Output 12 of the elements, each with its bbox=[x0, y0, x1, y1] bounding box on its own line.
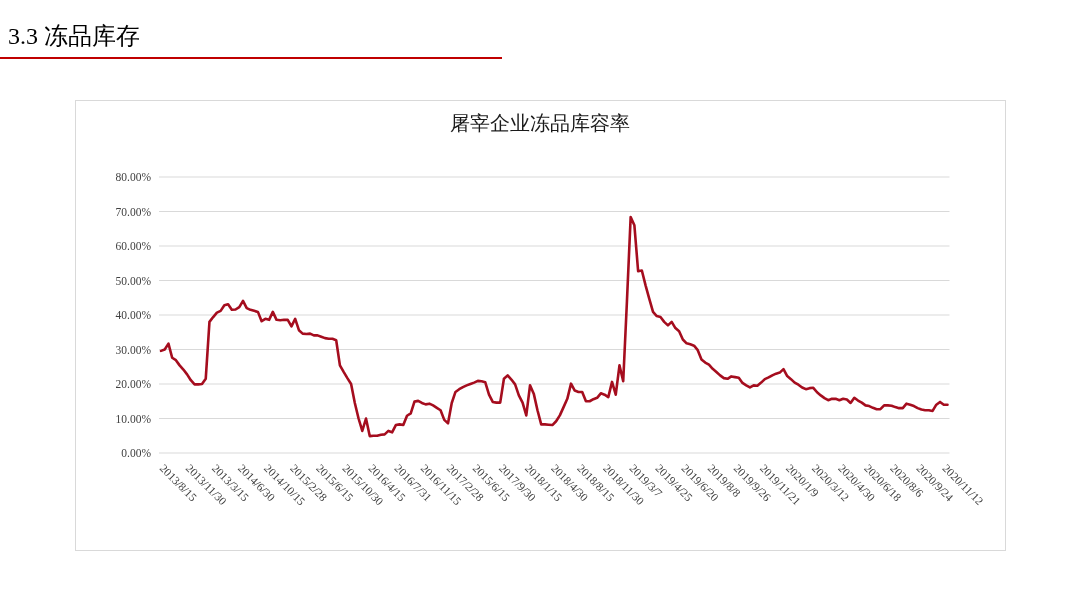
y-tick-label: 80.00% bbox=[115, 171, 152, 183]
y-tick-label: 30.00% bbox=[115, 343, 152, 356]
y-tick-label: 50.00% bbox=[115, 274, 152, 287]
y-tick-label: 10.00% bbox=[115, 412, 152, 425]
chart-subtitle: 屠宰企业冻品库容率 bbox=[450, 112, 630, 134]
line-series bbox=[159, 215, 949, 438]
y-tick-label: 20.00% bbox=[115, 378, 152, 390]
y-tick-label: 0.00% bbox=[121, 447, 152, 459]
y-tick-label: 70.00% bbox=[115, 205, 152, 218]
y-tick-label: 60.00% bbox=[115, 240, 152, 252]
chart-title: 3.3 冻品库存 bbox=[8, 23, 140, 49]
y-tick-label: 40.00% bbox=[115, 309, 152, 321]
